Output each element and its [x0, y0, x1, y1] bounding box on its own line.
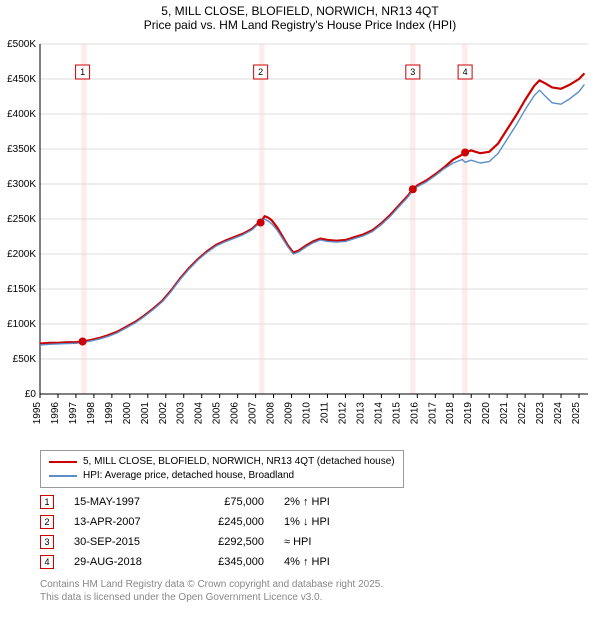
svg-text:2011: 2011: [319, 402, 330, 424]
legend-label: 5, MILL CLOSE, BLOFIELD, NORWICH, NR13 4…: [83, 455, 395, 469]
transaction-date: 29-AUG-2018: [74, 556, 174, 568]
footnote-line-2: This data is licensed under the Open Gov…: [40, 591, 600, 604]
svg-text:2010: 2010: [302, 402, 313, 425]
transaction-row: 2 13-APR-2007 £245,000 1% ↓ HPI: [40, 512, 600, 532]
transaction-price: £245,000: [194, 516, 264, 528]
svg-text:1: 1: [80, 67, 85, 77]
svg-text:£200K: £200K: [7, 249, 36, 260]
svg-text:£300K: £300K: [7, 179, 36, 190]
svg-text:2004: 2004: [194, 402, 205, 425]
svg-text:1997: 1997: [68, 402, 79, 425]
transaction-price: £75,000: [194, 496, 264, 508]
svg-text:2001: 2001: [140, 402, 151, 425]
svg-text:£350K: £350K: [7, 144, 36, 155]
svg-text:2: 2: [258, 67, 263, 77]
transaction-price: £292,500: [194, 536, 264, 548]
transaction-date: 13-APR-2007: [74, 516, 174, 528]
svg-text:2017: 2017: [427, 402, 438, 425]
transaction-marker: 1: [40, 495, 54, 509]
svg-text:£400K: £400K: [7, 109, 36, 120]
transaction-row: 3 30-SEP-2015 £292,500 ≈ HPI: [40, 532, 600, 552]
svg-text:2025: 2025: [571, 402, 582, 425]
transaction-diff: 4% ↑ HPI: [284, 556, 364, 568]
svg-text:2019: 2019: [463, 402, 474, 425]
transaction-row: 1 15-MAY-1997 £75,000 2% ↑ HPI: [40, 492, 600, 512]
svg-text:3: 3: [410, 67, 415, 77]
chart-title-block: 5, MILL CLOSE, BLOFIELD, NORWICH, NR13 4…: [0, 0, 600, 34]
transaction-date: 15-MAY-1997: [74, 496, 174, 508]
svg-text:2013: 2013: [355, 402, 366, 425]
svg-text:1998: 1998: [86, 402, 97, 425]
svg-text:2000: 2000: [122, 402, 133, 425]
svg-text:2024: 2024: [553, 402, 564, 425]
svg-text:2018: 2018: [445, 402, 456, 425]
svg-text:2016: 2016: [409, 402, 420, 425]
chart-area: £0 £50K £100K £150K £200K £250K £300K £350K £400…: [0, 34, 600, 444]
svg-text:2009: 2009: [284, 402, 295, 425]
svg-text:£450K: £450K: [7, 74, 36, 85]
svg-text:£100K: £100K: [7, 319, 36, 330]
legend-box: 5, MILL CLOSE, BLOFIELD, NORWICH, NR13 4…: [40, 450, 404, 488]
svg-text:£0: £0: [25, 389, 37, 400]
legend-row: 5, MILL CLOSE, BLOFIELD, NORWICH, NR13 4…: [49, 455, 395, 469]
legend-swatch: [49, 461, 77, 463]
transaction-row: 4 29-AUG-2018 £345,000 4% ↑ HPI: [40, 552, 600, 572]
svg-text:2006: 2006: [230, 402, 241, 425]
transaction-date: 30-SEP-2015: [74, 536, 174, 548]
footnote: Contains HM Land Registry data © Crown c…: [40, 578, 600, 604]
svg-text:1996: 1996: [50, 402, 61, 425]
svg-text:2012: 2012: [337, 402, 348, 425]
svg-text:2005: 2005: [212, 402, 223, 425]
svg-text:2003: 2003: [176, 402, 187, 425]
transaction-marker: 2: [40, 515, 54, 529]
transaction-marker: 3: [40, 535, 54, 549]
svg-text:2014: 2014: [373, 402, 384, 425]
chart-svg: £0 £50K £100K £150K £200K £250K £300K £350K £400…: [0, 34, 600, 444]
svg-text:2002: 2002: [158, 402, 169, 425]
svg-text:2022: 2022: [517, 402, 528, 425]
svg-text:1995: 1995: [32, 402, 43, 425]
svg-text:£500K: £500K: [7, 39, 36, 50]
title-line-1: 5, MILL CLOSE, BLOFIELD, NORWICH, NR13 4…: [0, 4, 600, 18]
legend-row: HPI: Average price, detached house, Broa…: [49, 469, 395, 483]
svg-text:1999: 1999: [104, 402, 115, 425]
svg-text:2015: 2015: [391, 402, 402, 425]
svg-text:£150K: £150K: [7, 284, 36, 295]
footnote-line-1: Contains HM Land Registry data © Crown c…: [40, 578, 600, 591]
svg-text:£50K: £50K: [13, 354, 37, 365]
svg-text:2008: 2008: [266, 402, 277, 425]
title-line-2: Price paid vs. HM Land Registry's House …: [0, 18, 600, 32]
svg-text:2007: 2007: [248, 402, 259, 425]
svg-text:4: 4: [463, 67, 468, 77]
transaction-marker: 4: [40, 555, 54, 569]
transaction-price: £345,000: [194, 556, 264, 568]
svg-text:2021: 2021: [499, 402, 510, 425]
transaction-diff: 2% ↑ HPI: [284, 496, 364, 508]
transaction-diff: ≈ HPI: [284, 536, 364, 548]
svg-text:2020: 2020: [481, 402, 492, 425]
svg-text:£250K: £250K: [7, 214, 36, 225]
transaction-diff: 1% ↓ HPI: [284, 516, 364, 528]
legend-label: HPI: Average price, detached house, Broa…: [83, 469, 294, 483]
svg-text:2023: 2023: [535, 402, 546, 425]
transactions-table: 1 15-MAY-1997 £75,000 2% ↑ HPI 2 13-APR-2007 £…: [40, 492, 600, 572]
legend-swatch: [49, 475, 77, 476]
